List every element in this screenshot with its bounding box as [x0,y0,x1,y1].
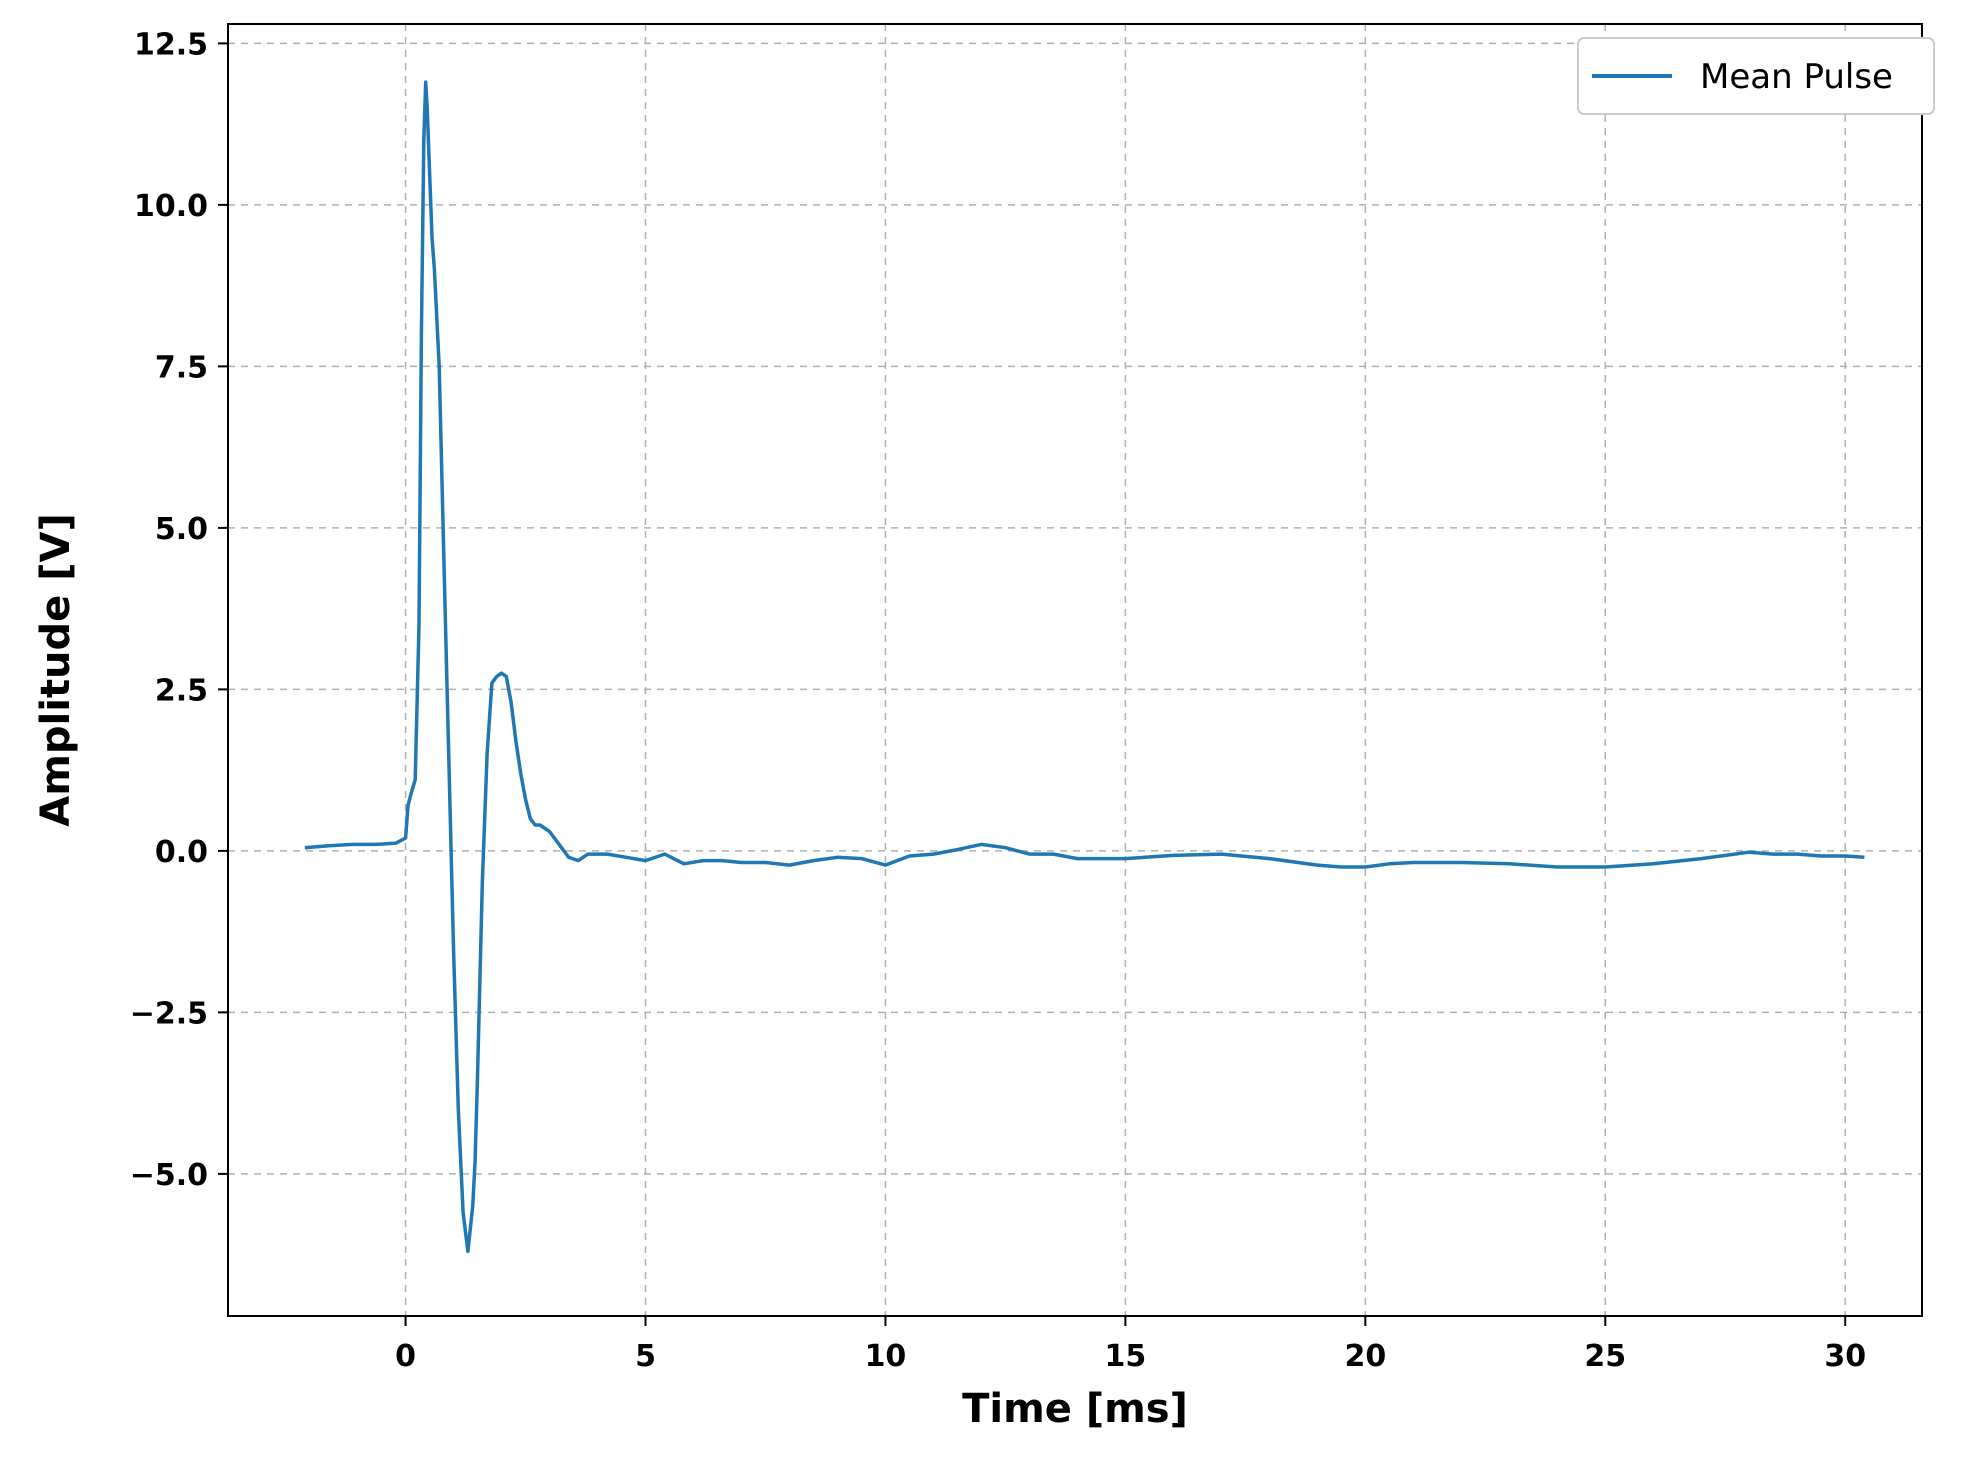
legend-box [1577,37,1935,115]
y-tick-label: 2.5 [155,673,208,708]
y-tick-label: 5.0 [155,512,208,547]
x-tick-label: 0 [395,1339,416,1374]
grid [228,24,1922,1316]
y-tick-label: 7.5 [155,350,208,385]
x-tick-label: 25 [1584,1339,1626,1374]
ticks: 0 5 10 15 20 25 30 12.5 10.0 7.5 5.0 2.5 0.0 −2.5 −5.0 [130,27,1866,1374]
x-tick-label: 15 [1105,1339,1147,1374]
x-tick-label: 30 [1824,1339,1866,1374]
y-tick-label: 10.0 [134,189,208,224]
legend-label: Mean Pulse [1700,57,1893,97]
x-tick-label: 10 [865,1339,907,1374]
y-tick-label: 0.0 [155,835,208,870]
x-axis-title: Time [ms] [962,1386,1188,1432]
x-tick-label: 5 [635,1339,656,1374]
x-tick-label: 20 [1344,1339,1386,1374]
y-axis-title: Amplitude [V] [33,513,79,827]
legend: Mean Pulse [1577,37,1935,115]
y-tick-label: 12.5 [134,27,208,62]
plot-frame [227,23,1923,1317]
y-tick-label: −2.5 [130,996,208,1031]
y-tick-label: −5.0 [130,1158,208,1193]
series-layer [304,80,1865,1254]
series-line-mean-pulse [304,80,1865,1254]
